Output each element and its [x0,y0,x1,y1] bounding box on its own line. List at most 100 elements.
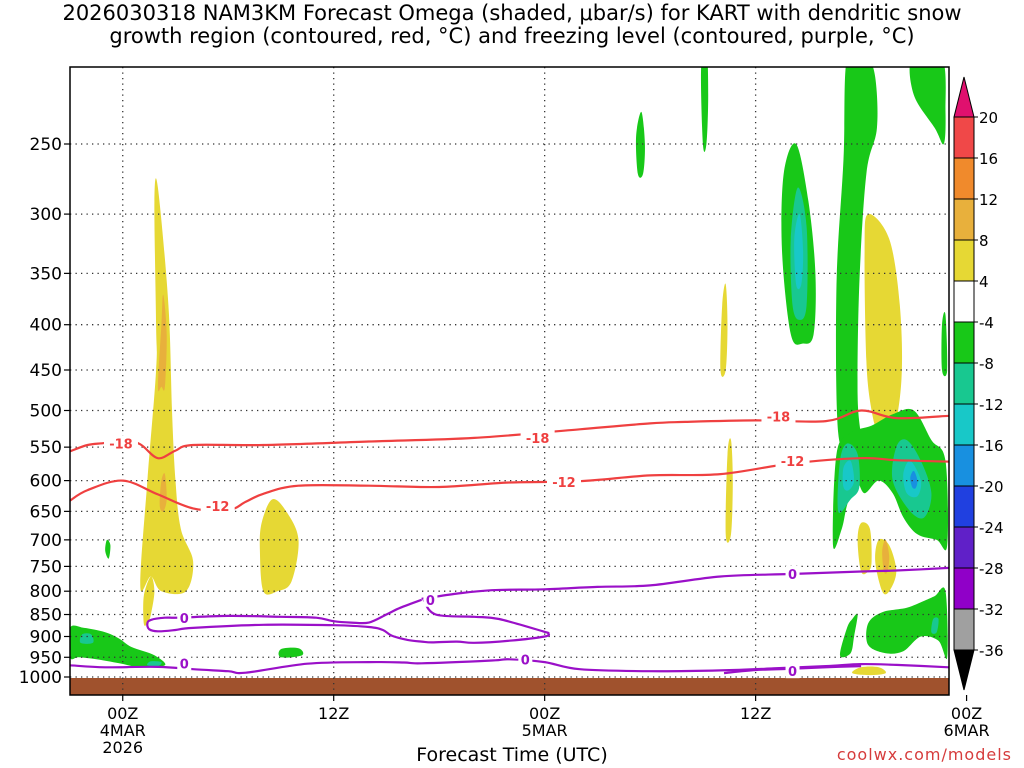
y-tick-label-300: 300 [30,205,62,225]
omega-region-29 [105,539,111,559]
colorbar-label-11: -28 [979,560,1004,578]
x-tick-label-54-1: 6MAR [944,721,990,740]
colorbar-label-8: -16 [979,437,1004,455]
y-tick-label-800: 800 [30,582,62,602]
colorbar: 20 16 12 8 4 -4 -8 -12 -16 -20 -24 -28 -32 -36 [953,76,1004,691]
pressure-gridlines [70,67,949,695]
colorbar-bin-0 [953,116,975,159]
x-axis-label: Forecast Time (UTC) [416,744,608,766]
omega-region-17 [835,67,878,457]
contour-labels: -18 -18 -18 -12 -12 -12 0 0 0 0 0 0 [103,408,810,680]
fzl-label-bg-1-0 [423,591,438,607]
fzl-label-1-0: 0 [426,594,435,609]
omega-region-7 [864,213,903,438]
title-line-2: growth region (contoured, red, °C) and f… [109,24,915,48]
credit-text: coolwx.com/models [836,745,1012,764]
omega-region-33 [278,647,304,658]
colorbar-label-4: 4 [979,273,989,291]
omega-region-26 [839,613,858,658]
dgz-label-0-2: -18 [767,411,791,426]
y-tick-label-550: 550 [30,438,62,458]
colorbar-bin-2 [953,198,975,241]
y-tick-label-400: 400 [30,316,62,336]
fzl-label-2-1: 0 [521,653,530,668]
y-tick-label-350: 350 [30,264,62,284]
colorbar-bin-12 [953,608,975,651]
y-tick-label-500: 500 [30,402,62,422]
dgz-label-bg-0-2 [761,408,796,424]
dgz-label-bg-1-1 [546,473,581,489]
x-tick-label-30-1: 5MAR [522,721,568,740]
colorbar-label-9: -20 [979,478,1004,496]
x-tick-label-54-0: 00Z [951,704,982,723]
y-tick-label-250: 250 [30,135,62,155]
dgz-label-1-2: -12 [781,455,805,470]
y-tick-label-650: 650 [30,502,62,522]
colorbar-over-triangle [953,76,975,118]
fzl-label-0-0: 0 [788,568,797,583]
plot-frame [69,66,950,696]
x-tick-label-18-0: 12Z [318,704,349,723]
omega-region-8 [857,522,872,575]
omega-region-25 [842,460,855,491]
colorbar-label-0: 20 [979,109,998,127]
colorbar-bin-8 [953,444,975,487]
dgz-label-bg-0-0 [103,435,138,451]
colorbar-label-13: -36 [979,642,1004,660]
colorbar-label-2: 12 [979,191,998,209]
x-tick-label-6-2: 2026 [102,738,143,757]
fzl-label-2-0: 0 [180,612,189,627]
fzl-line-2 [70,658,949,675]
omega-region-30 [70,625,166,668]
colorbar-bin-1 [953,157,975,200]
y-tick-label-700: 700 [30,531,62,551]
x-tick-label-6-0: 00Z [107,704,138,723]
omega-region-2 [159,473,167,512]
dgz-label-bg-0-1 [520,429,555,445]
colorbar-bin-9 [953,485,975,528]
omega-region-31 [79,633,94,644]
omega-region-13 [700,67,709,152]
dgz-label-1-0: -12 [206,500,230,515]
y-tick-label-950: 950 [30,648,62,668]
omega-region-16 [794,213,804,290]
omega-region-0 [140,178,194,595]
ground-terrain [70,678,949,695]
colorbar-label-1: 16 [979,150,998,168]
y-axis: 2503003504004505005506006507007508008509… [19,135,70,688]
fzl-label-bg-2-0 [177,610,192,626]
fzl-label-3-0: 0 [788,665,797,680]
y-tick-label-750: 750 [30,557,62,577]
omega-region-32 [147,661,162,667]
omega-region-11 [852,666,887,676]
dgz-label-bg-1-0 [200,498,235,514]
omega-region-10 [882,539,890,574]
colorbar-bin-6 [953,362,975,405]
freezing-level-contours [70,566,949,675]
title-line-1: 2026030318 NAM3KM Forecast Omega (shaded… [62,1,962,25]
omega-region-28 [931,617,939,634]
dgz-line-0 [70,409,949,460]
omega-region-19 [941,311,948,377]
colorbar-under-triangle [953,649,975,691]
omega-region-4 [143,576,155,626]
omega-region-12 [635,111,645,178]
colorbar-label-5: -4 [979,314,994,332]
omega-region-27 [866,587,948,660]
colorbar-bin-11 [953,567,975,610]
omega-region-5 [720,283,728,377]
dgz-label-0-1: -18 [526,432,550,447]
colorbar-bin-3 [953,239,975,282]
x-tick-label-6-1: 4MAR [100,721,146,740]
fzl-line-1 [146,598,551,644]
colorbar-label-7: -12 [979,396,1004,414]
omega-shading [70,67,949,676]
omega-region-18 [909,67,946,145]
dgz-label-1-1: -12 [552,476,576,491]
colorbar-label-12: -32 [979,601,1004,619]
colorbar-label-10: -24 [979,519,1004,537]
fzl-label-bg-3-0 [785,663,800,679]
x-tick-label-30-0: 00Z [529,704,560,723]
